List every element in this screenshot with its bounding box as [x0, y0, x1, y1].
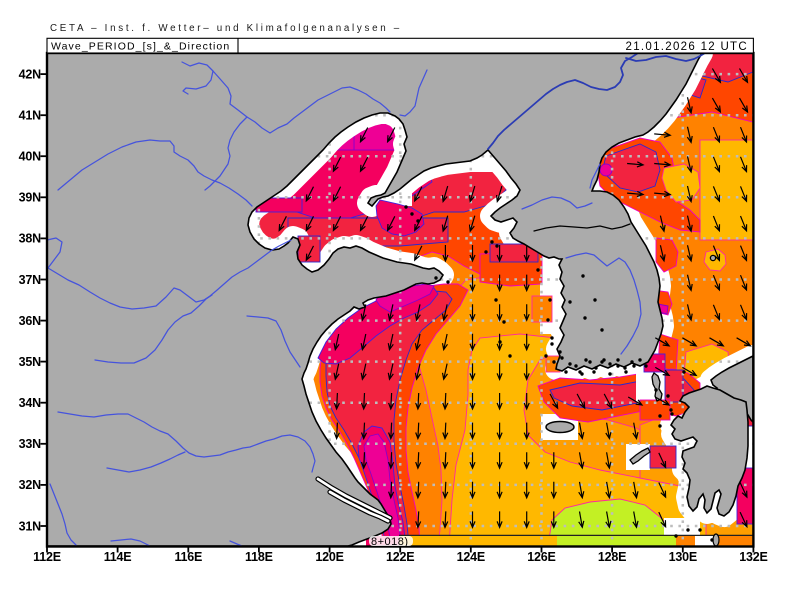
svg-text:36N: 36N [19, 314, 42, 328]
svg-text:CETA – Inst. f. Wetter– u: CETA – Inst. f. Wetter– und Klimafolgena… [50, 23, 402, 34]
svg-text:8+018): 8+018) [371, 536, 409, 548]
svg-text:37N: 37N [19, 273, 42, 287]
svg-text:116E: 116E [174, 550, 202, 564]
svg-text:130E: 130E [669, 550, 697, 564]
svg-text:34N: 34N [19, 396, 42, 410]
svg-text:114E: 114E [104, 550, 132, 564]
svg-text:126E: 126E [527, 550, 555, 564]
svg-text:33N: 33N [19, 437, 42, 451]
svg-text:128E: 128E [598, 550, 626, 564]
svg-text:35N: 35N [19, 355, 42, 369]
svg-text:122E: 122E [386, 550, 414, 564]
svg-text:124E: 124E [457, 550, 485, 564]
svg-text:31N: 31N [19, 519, 42, 533]
svg-text:41N: 41N [19, 109, 42, 123]
svg-text:39N: 39N [19, 191, 42, 205]
svg-text:118E: 118E [245, 550, 273, 564]
svg-text:132E: 132E [739, 550, 767, 564]
svg-text:120E: 120E [315, 550, 343, 564]
svg-text:112E: 112E [33, 550, 61, 564]
svg-text:Wave_PERIOD_[s]_&_Direction: Wave_PERIOD_[s]_&_Direction [51, 41, 230, 53]
svg-text:40N: 40N [19, 150, 42, 164]
svg-text:32N: 32N [19, 478, 42, 492]
svg-text:42N: 42N [19, 67, 42, 81]
svg-text:38N: 38N [19, 232, 42, 246]
svg-text:21.01.2026 12 UTC: 21.01.2026 12 UTC [626, 41, 748, 53]
